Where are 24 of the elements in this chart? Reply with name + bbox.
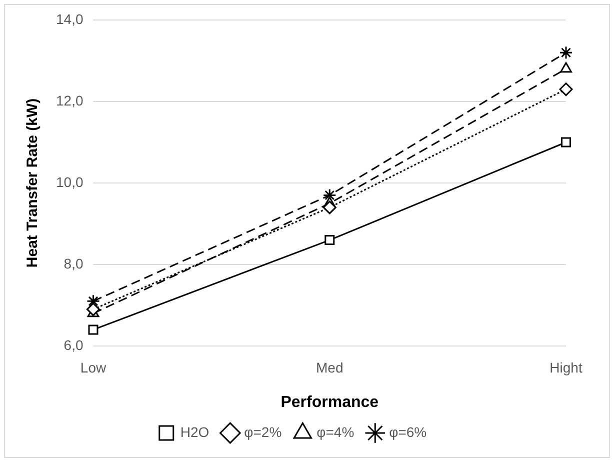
point bbox=[86, 294, 100, 308]
point bbox=[561, 137, 571, 148]
legend-label: φ=4% bbox=[316, 424, 354, 440]
x-tick-label: Hight bbox=[550, 359, 582, 376]
legend-label: φ=2% bbox=[244, 424, 282, 440]
point bbox=[559, 46, 573, 60]
x-tick-label: Med bbox=[316, 359, 344, 376]
x-axis-title: Performance bbox=[280, 394, 379, 411]
legend-label: φ=6% bbox=[389, 424, 427, 440]
y-tick-label: 10,0 bbox=[56, 174, 84, 190]
point bbox=[324, 235, 335, 246]
y-tick-label: 8,0 bbox=[64, 255, 84, 272]
legend-label: H2O bbox=[180, 424, 210, 440]
point bbox=[322, 200, 336, 214]
y-tick-label: 14,0 bbox=[56, 10, 84, 27]
y-tick-label: 6,0 bbox=[64, 336, 84, 353]
point bbox=[86, 302, 100, 316]
y-tick-label: 12,0 bbox=[56, 92, 84, 108]
x-tick-label: Low bbox=[80, 359, 107, 376]
point bbox=[560, 62, 572, 73]
point bbox=[88, 324, 98, 335]
y-axis-title: Heat Transfer Rate (kW) bbox=[24, 98, 42, 268]
point bbox=[322, 188, 336, 202]
point bbox=[559, 82, 573, 96]
